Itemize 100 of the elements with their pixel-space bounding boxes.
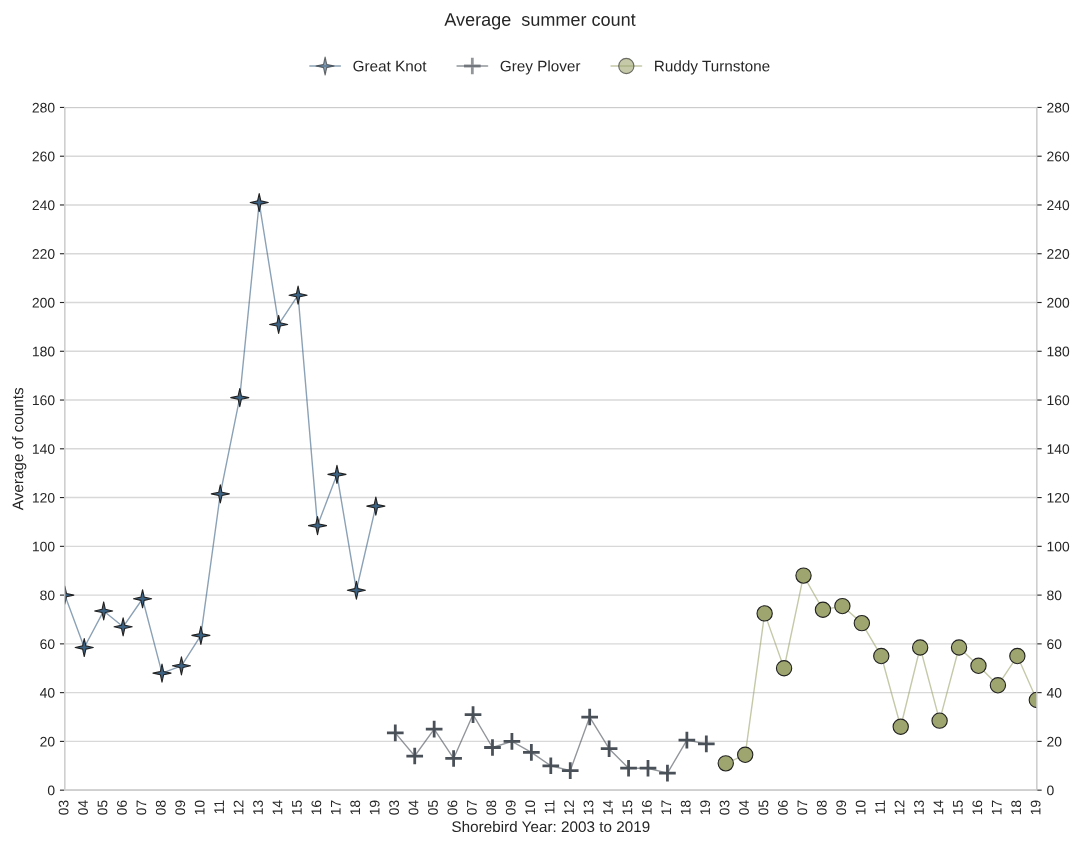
x-tick-label: 18: [350, 800, 361, 815]
x-tick-label: 14: [603, 800, 613, 815]
chart-title: Average summer count: [444, 13, 636, 30]
x-tick-label: 08: [816, 800, 827, 815]
point: [677, 730, 697, 750]
y2-tick-label: 160: [1047, 395, 1070, 406]
y2-tick-label: 240: [1047, 200, 1070, 211]
point: [1009, 647, 1026, 665]
x-tick-label: 04: [408, 800, 419, 815]
point: [541, 756, 561, 776]
y-axis-title: Average of counts: [12, 387, 27, 511]
point: [463, 704, 483, 725]
point: [230, 388, 250, 408]
x-tick-label: 17: [991, 800, 1002, 815]
y-tick-label: 0: [47, 785, 55, 796]
x-tick-label: 07: [136, 800, 147, 815]
y-tick-label: 280: [32, 102, 55, 113]
point: [269, 314, 289, 335]
point: [366, 496, 386, 516]
x-tick-label: 16: [311, 800, 322, 815]
point: [795, 567, 812, 584]
point: [327, 464, 347, 484]
y2-tick-label: 140: [1047, 444, 1070, 454]
y-tick-label: 260: [32, 151, 55, 162]
x-tick-label: 04: [78, 800, 88, 815]
point: [737, 746, 754, 764]
point: [171, 656, 192, 676]
point: [873, 647, 890, 665]
x-tick-label: 14: [933, 800, 944, 815]
x-tick-label: 11: [214, 800, 224, 814]
point: [152, 663, 172, 683]
y2-tick-label: 40: [1046, 687, 1062, 698]
point: [74, 637, 94, 658]
x-tick-label: 08: [155, 800, 166, 815]
y-tick-label: 140: [32, 444, 55, 454]
point: [911, 639, 929, 656]
point: [249, 192, 269, 213]
legend-label: Grey Plover: [500, 60, 581, 75]
y-tick-label: 220: [32, 249, 55, 259]
x-tick-label: 19: [700, 800, 711, 815]
x-tick-label: 19: [1030, 800, 1041, 815]
point: [756, 605, 773, 622]
point: [931, 712, 948, 729]
point: [443, 748, 464, 769]
point: [482, 737, 503, 758]
point: [307, 516, 328, 536]
point: [717, 755, 734, 772]
point: [814, 601, 832, 618]
x-tick-label: 08: [486, 800, 497, 815]
point: [853, 614, 871, 632]
x-tick-label: 06: [777, 800, 788, 815]
y2-tick-label: 0: [1047, 785, 1054, 796]
x-tick-label: 10: [855, 800, 866, 815]
y2-tick-label: 60: [1047, 639, 1062, 650]
y-tick-label: 200: [32, 297, 55, 308]
y-tick-label: 180: [32, 346, 55, 357]
x-tick-label: 13: [583, 800, 594, 815]
x-tick-label: 04: [739, 800, 749, 815]
x-tick-label: 11: [875, 800, 885, 814]
x-tick-label: 16: [972, 800, 983, 815]
x-tick-label: 16: [641, 800, 652, 815]
x-tick-label: 09: [505, 800, 516, 815]
point: [132, 589, 153, 609]
point: [521, 742, 542, 763]
x-tick-label: 05: [758, 800, 769, 815]
point: [288, 285, 308, 305]
point: [94, 601, 114, 621]
point: [950, 639, 968, 656]
point: [210, 484, 230, 504]
x-tick-label: 03: [389, 800, 400, 815]
point: [775, 660, 793, 677]
point: [113, 617, 133, 637]
point: [834, 597, 851, 615]
x-axis-title: Shorebird Year: 2003 to 2019: [452, 820, 650, 833]
x-tick-label: 15: [953, 800, 963, 815]
x-tick-label: 09: [836, 800, 847, 815]
y2-tick-label: 220: [1047, 249, 1070, 259]
y2-tick-label: 20: [1047, 736, 1062, 747]
y-tick-label: 20: [40, 736, 55, 747]
point: [385, 723, 405, 743]
legend-label: Great Knot: [353, 60, 427, 72]
y2-tick-label: 100: [1047, 541, 1070, 552]
x-tick-label: 07: [797, 800, 808, 815]
x-tick-label: 03: [58, 800, 69, 815]
point: [346, 580, 366, 600]
y2-tick-label: 120: [1047, 492, 1070, 503]
y-tick-label: 120: [32, 492, 55, 503]
x-tick-label: 17: [331, 800, 341, 815]
y-tick-label: 40: [39, 687, 55, 698]
y-tick-label: 240: [32, 200, 55, 211]
y-tick-label: 80: [40, 590, 55, 601]
point: [657, 763, 678, 783]
x-tick-label: 13: [914, 800, 924, 815]
point: [618, 758, 639, 778]
x-tick-label: 17: [661, 800, 672, 815]
point: [560, 760, 580, 781]
y2-tick-label: 200: [1047, 297, 1070, 308]
y2-tick-label: 260: [1047, 151, 1070, 162]
point: [892, 718, 909, 735]
y-tick-label: 100: [32, 541, 55, 552]
